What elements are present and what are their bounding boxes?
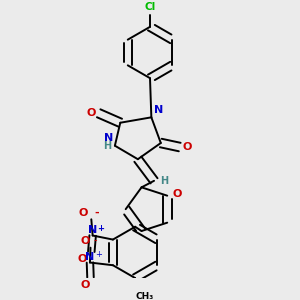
Text: H: H: [103, 141, 112, 151]
Text: N: N: [88, 225, 97, 235]
Text: N: N: [104, 133, 113, 143]
Text: O: O: [79, 208, 88, 218]
Text: O: O: [183, 142, 192, 152]
Text: N: N: [154, 105, 163, 115]
Text: +: +: [98, 224, 104, 233]
Text: Cl: Cl: [144, 2, 156, 12]
Text: H: H: [160, 176, 168, 186]
Text: O: O: [86, 108, 95, 118]
Text: -: -: [94, 208, 99, 218]
Text: CH₃: CH₃: [136, 292, 154, 300]
Text: -: -: [93, 235, 97, 245]
Text: O: O: [80, 280, 90, 290]
Text: O: O: [172, 189, 182, 199]
Text: N: N: [85, 252, 94, 262]
Text: O: O: [77, 254, 86, 264]
Text: +: +: [95, 250, 102, 259]
Text: O: O: [80, 236, 90, 246]
